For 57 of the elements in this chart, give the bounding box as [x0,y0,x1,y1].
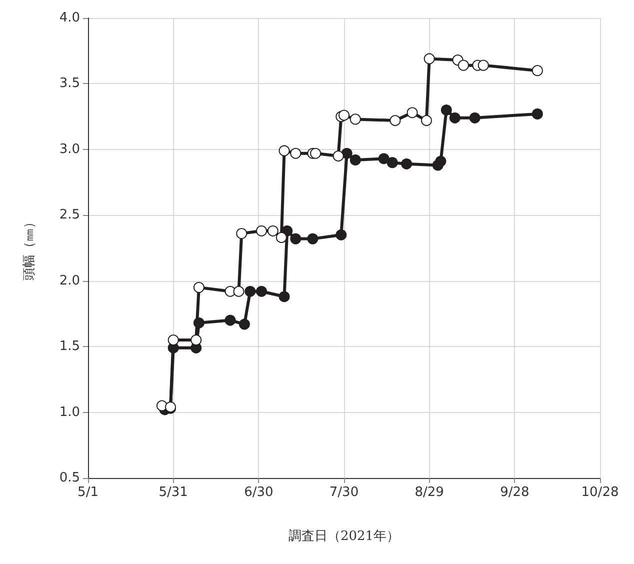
point [378,153,390,164]
point [193,282,204,293]
y-tick-label: 1.0 [59,404,80,420]
point [278,291,290,302]
point [332,150,344,162]
y-tick-label: 3.0 [59,142,80,157]
point [478,60,489,71]
point [238,318,250,330]
point [440,104,452,116]
point [290,148,302,159]
point [256,286,268,297]
point [532,65,543,76]
point [336,229,347,240]
point [224,314,236,326]
point [424,53,435,64]
point [449,112,460,124]
point [350,114,361,125]
point [307,233,318,244]
x-tick-label: 10/28 [581,485,619,500]
y-tick-label: 2.5 [59,208,80,223]
point [233,286,244,297]
point [435,156,446,167]
y-tick-label: 2.0 [59,273,80,288]
x-tick-label: 8/29 [414,485,444,500]
point [278,145,290,156]
point [458,60,469,71]
point [341,148,352,159]
point [532,108,543,120]
point [401,158,412,170]
point [386,157,398,168]
x-tick-label: 7/30 [329,485,359,500]
point [390,115,401,126]
point [267,225,278,236]
y-tick-label: 1.5 [59,339,80,354]
y-tick-label: 3.5 [59,76,80,92]
x-tick-label: 5/31 [158,485,188,500]
point [421,115,432,126]
point [236,228,248,240]
x-axis-title: 調査日（2021年） [288,529,400,544]
y-axis-title: 頭幅（㎜） [22,216,37,280]
point [276,232,287,243]
point [310,148,322,159]
x-tick-label: 5/1 [78,485,98,500]
point [469,112,480,124]
point [168,334,179,346]
point [406,107,418,118]
x-tick-label: 9/28 [500,485,530,500]
point [244,286,256,297]
point [290,233,302,244]
y-tick-label: 4.0 [59,10,80,26]
point [350,154,361,166]
y-tick-label: 0.5 [59,470,80,486]
point [190,334,202,346]
point [193,317,204,328]
x-tick-label: 6/30 [244,485,274,500]
point [338,110,350,121]
point [256,225,268,236]
